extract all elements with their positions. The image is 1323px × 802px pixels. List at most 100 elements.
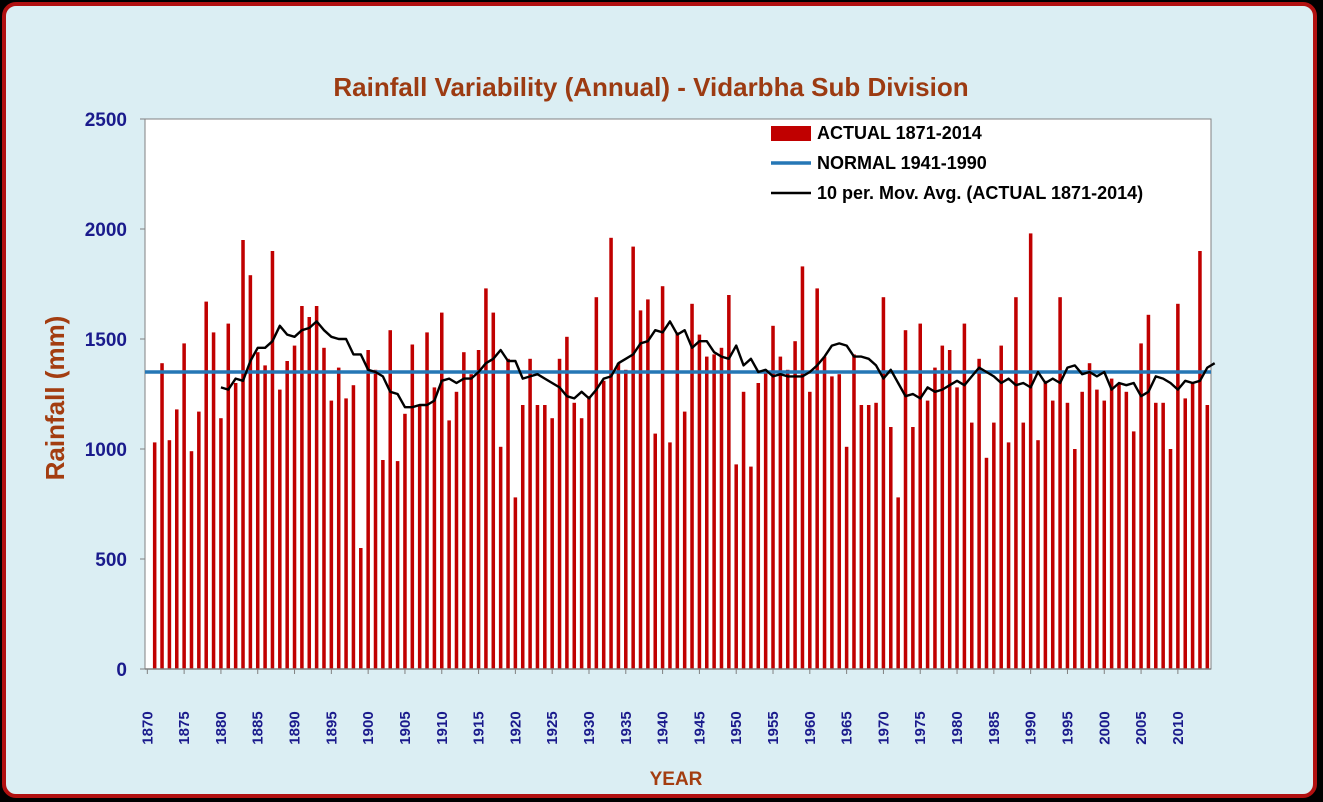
bar [1117,383,1121,669]
bar [403,413,407,669]
x-tick-label: 1945 [691,711,708,744]
x-axis-label: YEAR [650,769,703,790]
bar [984,457,989,669]
x-tick-label: 1940 [655,711,672,744]
bar [719,347,724,669]
bar [1014,297,1018,669]
legend-swatch-actual [771,126,811,141]
bar [1168,449,1173,669]
y-tick-label: 1000 [85,440,127,461]
bar [160,363,164,669]
bar [955,387,959,669]
bar [675,332,680,669]
y-tick-label: 500 [95,550,127,571]
bar [999,345,1003,669]
bar [447,420,451,669]
y-tick-label: 2500 [85,110,127,131]
bar [395,461,400,669]
bar [646,299,650,669]
x-tick-label: 1910 [434,711,451,744]
bar [241,240,245,669]
x-tick-label: 1935 [618,711,635,744]
bar [1131,431,1136,669]
x-tick-label: 2005 [1133,711,1150,744]
bar [359,548,363,669]
bar [1036,440,1040,669]
bar [859,405,864,669]
legend: ACTUAL 1871-2014 NORMAL 1941-1990 10 per… [771,123,1143,203]
bar [1058,297,1062,669]
bar [830,376,834,669]
bar [609,237,613,670]
bar [278,389,282,669]
bar [314,306,319,669]
bar [152,442,157,669]
bar [660,286,665,669]
chart-title: Rainfall Variability (Annual) - Vidarbha… [333,72,968,102]
bar [925,400,930,669]
bar [1065,402,1070,669]
x-tick-label: 1975 [912,711,929,744]
bar [579,418,584,669]
bar [410,344,415,669]
bar [565,336,569,669]
bar [918,323,922,669]
bar [793,341,797,669]
bar [1161,402,1165,669]
bar [219,418,223,669]
bar [947,350,952,669]
bar [800,266,805,669]
bar [285,361,289,669]
bar [749,466,753,669]
bar [255,352,260,669]
bar [167,440,172,669]
bar [336,367,341,669]
x-tick-label: 1970 [875,711,892,744]
x-tick-label: 1950 [728,711,745,744]
bar [476,350,481,669]
bar [440,312,444,669]
bar [484,288,488,669]
bar [1146,314,1151,669]
bar [454,391,459,669]
bar [344,398,348,669]
bar [233,383,238,669]
bar [1176,303,1180,669]
bar [1021,422,1026,669]
bar [1205,405,1210,669]
x-tick-label: 1900 [360,711,377,744]
bar [506,358,510,669]
bar [653,433,657,669]
y-axis-label: Rainfall (mm) [40,316,70,481]
bar [837,374,842,669]
bar [1006,442,1011,669]
bar [550,418,554,669]
bar [462,352,466,669]
bar [366,350,370,669]
bar [631,246,635,669]
bar [638,310,643,669]
bar [808,391,812,669]
bar [373,369,378,669]
bar [771,325,775,669]
bar [1124,391,1129,669]
bar [248,275,253,669]
bar [1050,400,1055,669]
bar [992,422,996,669]
bar [852,354,856,669]
x-tick-label: 1960 [802,711,819,744]
bar [211,332,216,669]
bar [741,391,746,669]
bar [616,363,621,669]
bar [329,400,334,669]
bar [962,323,967,669]
bar [911,427,915,669]
bar [270,251,275,669]
bar [815,288,819,669]
y-axis-ticks: 0 500 1000 1500 2000 2500 [85,110,145,681]
bar [844,446,849,669]
x-tick-label: 1905 [397,711,414,744]
x-axis-ticks: 1870 1875 1880 1885 1890 1895 1900 1905 1910 1915… [139,669,1187,745]
bar [513,497,518,669]
bar [970,422,974,669]
